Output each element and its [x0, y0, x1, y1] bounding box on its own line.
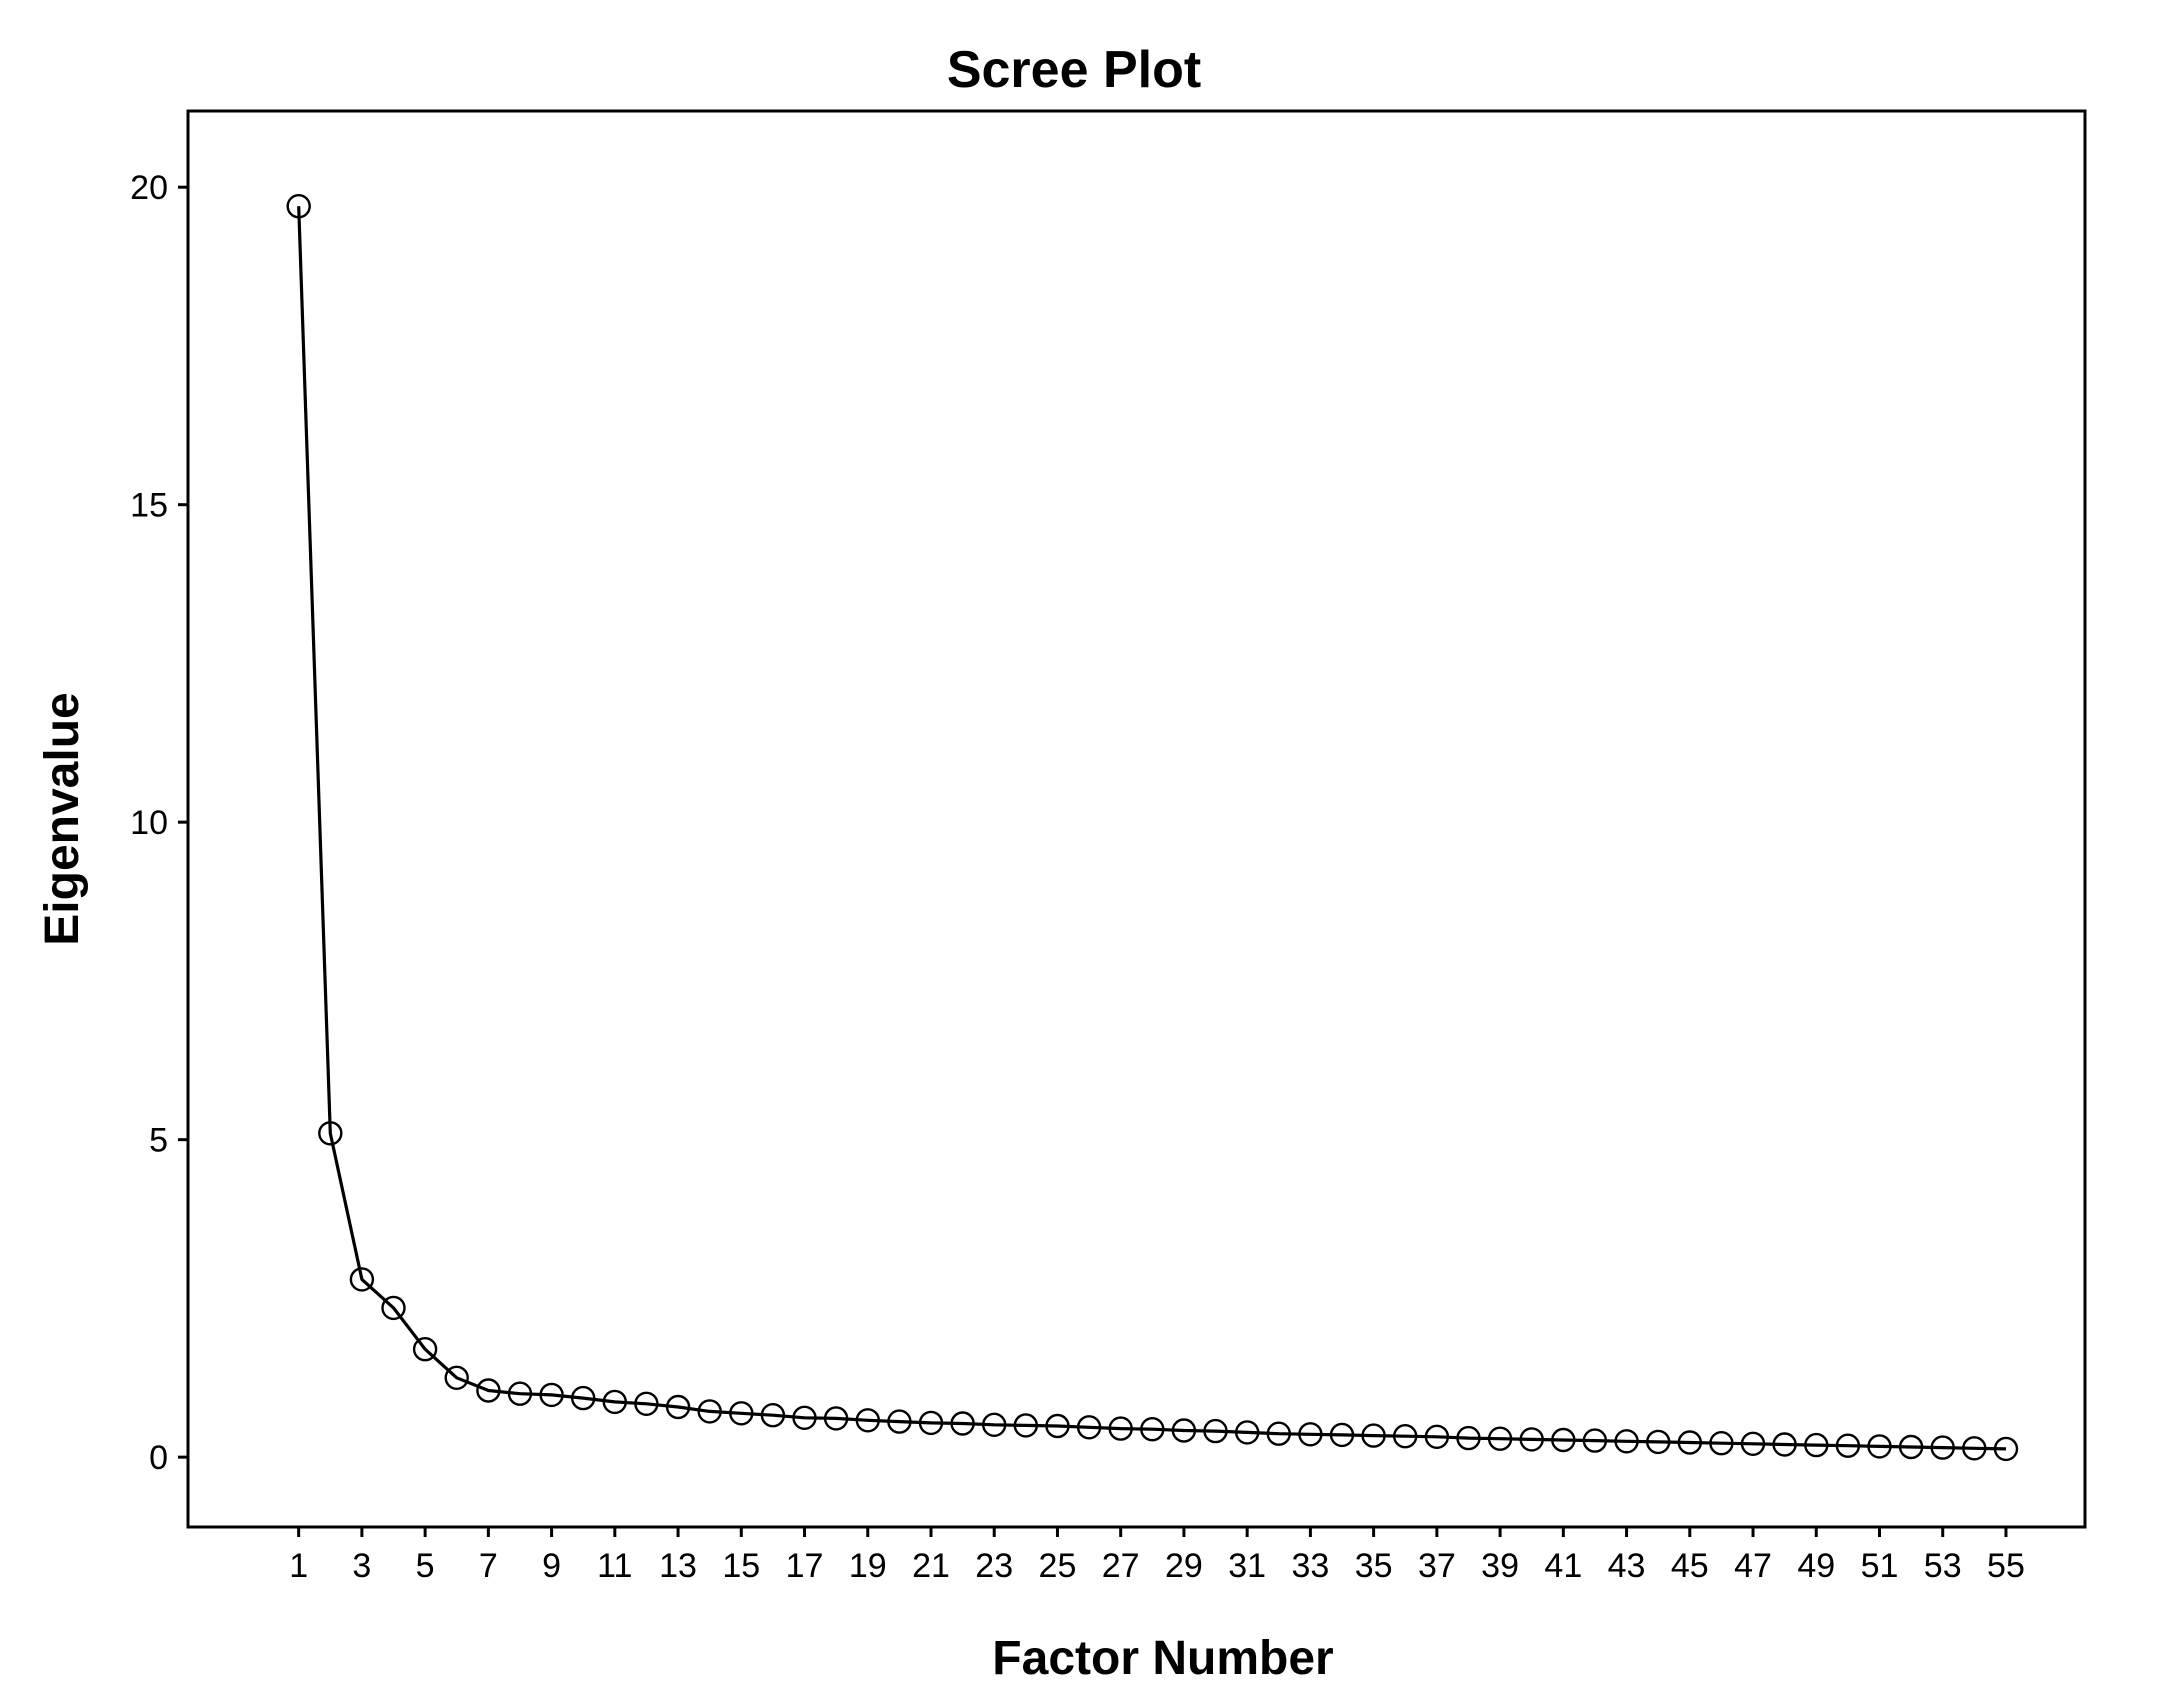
y-tick-label: 20 — [130, 169, 168, 207]
x-tick-label: 21 — [912, 1547, 950, 1585]
x-tick-label: 33 — [1291, 1547, 1329, 1585]
x-tick-label: 1 — [289, 1547, 308, 1585]
data-point — [444, 1365, 469, 1391]
data-point — [1171, 1418, 1197, 1443]
data-point — [1551, 1427, 1576, 1453]
data-point — [1993, 1436, 2019, 1462]
data-point — [539, 1382, 564, 1408]
data-point — [602, 1389, 627, 1415]
x-tick-label: 49 — [1797, 1547, 1835, 1585]
data-point — [1045, 1413, 1070, 1439]
data-point — [1930, 1435, 1955, 1460]
data-point — [1740, 1431, 1766, 1457]
data-point — [1898, 1434, 1924, 1460]
data-point — [349, 1267, 375, 1292]
data-point — [1519, 1427, 1544, 1452]
data-point — [1709, 1430, 1734, 1456]
data-point — [1677, 1430, 1703, 1455]
x-tick-label: 45 — [1671, 1547, 1709, 1585]
data-point — [1361, 1423, 1386, 1448]
data-point — [1203, 1418, 1228, 1444]
x-tick-label: 5 — [416, 1547, 435, 1585]
x-tick-label: 15 — [722, 1547, 760, 1585]
series-line — [297, 206, 2007, 1451]
data-point — [760, 1402, 786, 1428]
x-tick-label: 55 — [1987, 1547, 2025, 1585]
data-point — [412, 1336, 438, 1362]
data-point — [476, 1378, 501, 1403]
plot-frame — [186, 109, 2087, 1529]
y-tick-label: 15 — [130, 487, 168, 525]
x-tick-label: 39 — [1481, 1547, 1519, 1585]
data-point — [1614, 1429, 1639, 1454]
data-point — [982, 1412, 1007, 1438]
y-tick-label: 5 — [149, 1122, 168, 1160]
data-point — [918, 1410, 944, 1436]
x-axis: 1 3 5 7 9 11 13 15 17 19 21 23 25 27 29 31 33 35 37 39 41 43 4… — [289, 1527, 2025, 1585]
data-point — [1392, 1423, 1418, 1449]
x-tick-label: 31 — [1228, 1547, 1266, 1585]
x-tick-label: 29 — [1165, 1547, 1203, 1585]
data-point — [823, 1406, 849, 1431]
x-tick-label: 51 — [1861, 1547, 1899, 1585]
data-point — [1140, 1416, 1165, 1442]
data-point — [571, 1385, 596, 1411]
x-tick-label: 35 — [1355, 1547, 1393, 1585]
data-point — [1329, 1422, 1355, 1448]
data-point — [697, 1399, 722, 1424]
data-point — [1582, 1428, 1608, 1453]
y-axis-title: Eigenvalue — [36, 692, 89, 945]
x-tick-label: 17 — [786, 1547, 824, 1585]
data-point — [318, 1121, 343, 1146]
data-point — [1645, 1429, 1671, 1455]
x-tick-label: 43 — [1608, 1547, 1646, 1585]
data-point — [1013, 1413, 1039, 1438]
data-point — [1772, 1432, 1797, 1457]
x-tick-label: 27 — [1102, 1547, 1140, 1585]
x-tick-label: 41 — [1544, 1547, 1582, 1585]
data-point — [1108, 1416, 1133, 1441]
x-tick-label: 37 — [1418, 1547, 1456, 1585]
data-point — [887, 1409, 912, 1434]
x-tick-label: 47 — [1734, 1547, 1772, 1585]
x-tick-label: 23 — [975, 1547, 1013, 1585]
x-tick-label: 7 — [479, 1547, 498, 1585]
data-points — [286, 193, 2019, 1462]
data-point — [381, 1295, 406, 1321]
data-point — [1456, 1425, 1481, 1451]
x-tick-label: 3 — [352, 1547, 371, 1585]
data-point — [1804, 1432, 1829, 1458]
data-point — [665, 1394, 691, 1420]
x-tick-label: 11 — [597, 1547, 632, 1585]
data-point — [1298, 1422, 1323, 1447]
data-point — [1424, 1424, 1450, 1450]
y-axis: 0 5 10 15 20 — [130, 169, 188, 1477]
data-point — [1867, 1434, 1892, 1459]
chart-title: Scree Plot — [947, 41, 1201, 99]
data-point — [1835, 1433, 1861, 1458]
data-point — [1076, 1415, 1102, 1440]
data-point — [1266, 1421, 1292, 1446]
data-point — [286, 193, 311, 219]
y-tick-label: 0 — [149, 1439, 168, 1477]
x-tick-label: 13 — [659, 1547, 697, 1585]
data-point — [855, 1408, 880, 1433]
data-point — [1234, 1420, 1260, 1445]
data-point — [1962, 1436, 1987, 1461]
x-tick-label: 53 — [1924, 1547, 1962, 1585]
y-tick-label: 10 — [130, 804, 168, 842]
x-axis-title: Factor Number — [992, 1632, 1333, 1685]
data-point — [729, 1401, 754, 1426]
data-point — [792, 1405, 817, 1431]
data-point — [634, 1391, 659, 1417]
x-tick-label: 25 — [1039, 1547, 1077, 1585]
data-point — [507, 1381, 533, 1406]
x-tick-label: 9 — [542, 1547, 561, 1585]
x-tick-label: 19 — [849, 1547, 887, 1585]
data-point — [950, 1411, 975, 1436]
data-point — [1487, 1426, 1513, 1451]
